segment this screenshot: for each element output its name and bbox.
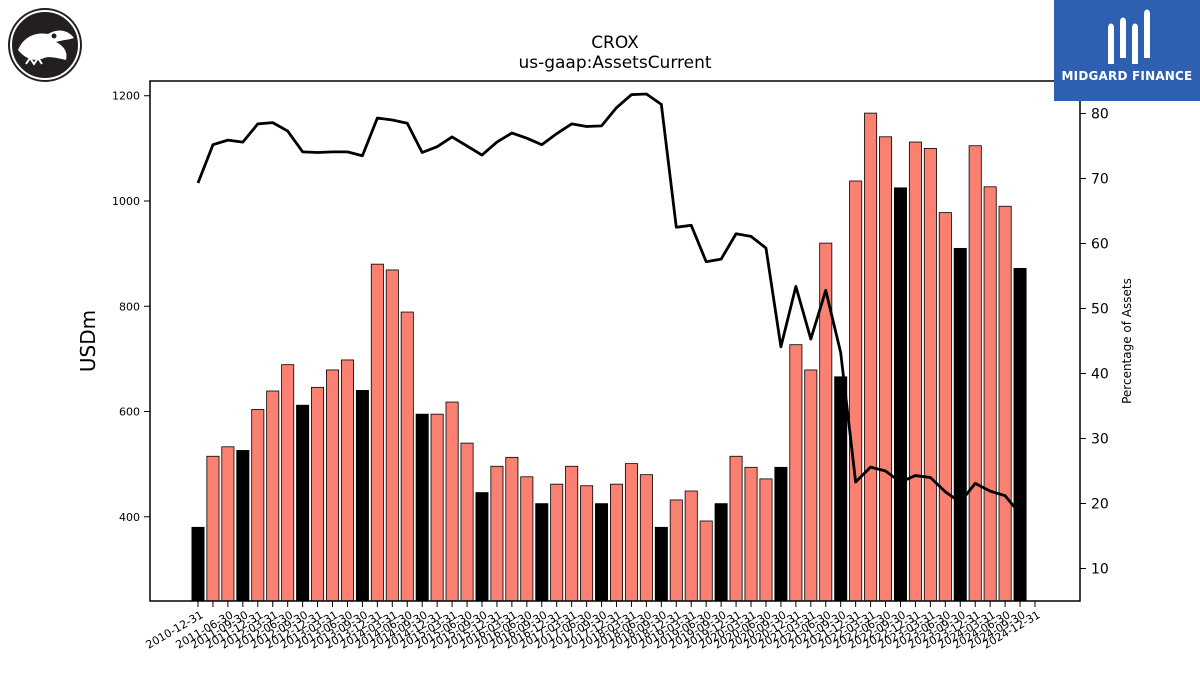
bar bbox=[879, 136, 893, 602]
bar bbox=[445, 401, 459, 602]
y2-tick-label: 40 bbox=[1091, 367, 1109, 383]
bar bbox=[759, 478, 773, 602]
bar bbox=[624, 463, 638, 602]
y2-tick-label: 20 bbox=[1091, 497, 1109, 513]
bar bbox=[654, 526, 668, 602]
chart-subtitle: us-gaap:AssetsCurrent bbox=[518, 53, 712, 73]
brand-banner: MIDGARD FINANCE bbox=[1054, 0, 1200, 101]
bar bbox=[236, 450, 250, 602]
y2-tick-label: 80 bbox=[1091, 107, 1109, 123]
bar bbox=[938, 212, 952, 602]
bar bbox=[864, 112, 878, 602]
x-axis: 2010-12-312011-06-302011-09-302011-12-31… bbox=[144, 601, 1043, 652]
bar bbox=[355, 390, 369, 602]
bar bbox=[266, 390, 280, 602]
bar bbox=[311, 386, 325, 602]
bar bbox=[251, 409, 265, 602]
brand-name: MIDGARD FINANCE bbox=[1061, 69, 1193, 83]
chart-title: CROX bbox=[591, 33, 639, 53]
bar bbox=[221, 446, 235, 602]
bar bbox=[206, 455, 220, 602]
bar bbox=[565, 465, 579, 602]
bar bbox=[804, 369, 818, 602]
percentage-line bbox=[196, 92, 1022, 515]
bar bbox=[849, 180, 863, 602]
y2-axis-label: Percentage of Assets bbox=[1120, 278, 1134, 404]
bar bbox=[460, 442, 474, 602]
bar bbox=[1013, 267, 1027, 602]
bar bbox=[370, 263, 384, 602]
bar bbox=[953, 247, 967, 602]
y-tick-label: 1200 bbox=[112, 90, 140, 103]
bar bbox=[296, 404, 310, 602]
bar bbox=[550, 483, 564, 602]
bar bbox=[610, 483, 624, 602]
line-series bbox=[196, 92, 1022, 515]
bar bbox=[983, 186, 997, 602]
bar bbox=[699, 520, 713, 602]
y2-tick-label: 60 bbox=[1091, 237, 1109, 253]
bar-series bbox=[191, 112, 1027, 602]
bar bbox=[774, 466, 788, 602]
bar bbox=[326, 369, 340, 602]
bar bbox=[400, 311, 414, 602]
bar bbox=[580, 485, 594, 602]
bar bbox=[385, 269, 399, 602]
bar bbox=[191, 526, 205, 602]
bar bbox=[281, 364, 295, 602]
bar bbox=[415, 413, 429, 602]
bar bbox=[475, 492, 489, 602]
bar bbox=[490, 465, 504, 602]
bar bbox=[923, 147, 937, 602]
bar bbox=[714, 503, 728, 602]
y2-tick-label: 50 bbox=[1091, 302, 1109, 318]
bar bbox=[535, 503, 549, 602]
bar bbox=[908, 141, 922, 602]
crocodile-logo-icon bbox=[8, 8, 82, 82]
y-tick-label: 1000 bbox=[112, 195, 140, 208]
y2-tick-label: 70 bbox=[1091, 172, 1109, 188]
bar bbox=[669, 499, 683, 602]
bar bbox=[684, 490, 698, 602]
y-axis-label: USDm bbox=[76, 310, 100, 372]
bar bbox=[819, 242, 833, 602]
bar bbox=[729, 455, 743, 602]
bar bbox=[595, 503, 609, 602]
y-axis-right: 10 20 30 40 50 60 70 80 bbox=[1080, 107, 1109, 578]
bar bbox=[744, 466, 758, 602]
plot-frame bbox=[149, 80, 1081, 602]
bar bbox=[968, 145, 982, 602]
y-tick-label: 600 bbox=[119, 406, 140, 419]
bar bbox=[998, 205, 1012, 602]
bar bbox=[893, 187, 907, 602]
bar bbox=[639, 474, 653, 602]
y-tick-label: 400 bbox=[119, 511, 140, 524]
bar bbox=[789, 344, 803, 602]
bar bbox=[520, 476, 534, 602]
y2-tick-label: 10 bbox=[1091, 562, 1109, 578]
bar bbox=[430, 413, 444, 602]
bar bbox=[834, 376, 848, 602]
y-axis-left: 400 600 800 1000 1200 bbox=[112, 90, 150, 524]
bar bbox=[340, 359, 354, 602]
midgard-logo-icon bbox=[1108, 9, 1150, 64]
bar bbox=[505, 456, 519, 602]
y-tick-label: 800 bbox=[119, 300, 140, 313]
y2-tick-label: 30 bbox=[1091, 432, 1109, 448]
